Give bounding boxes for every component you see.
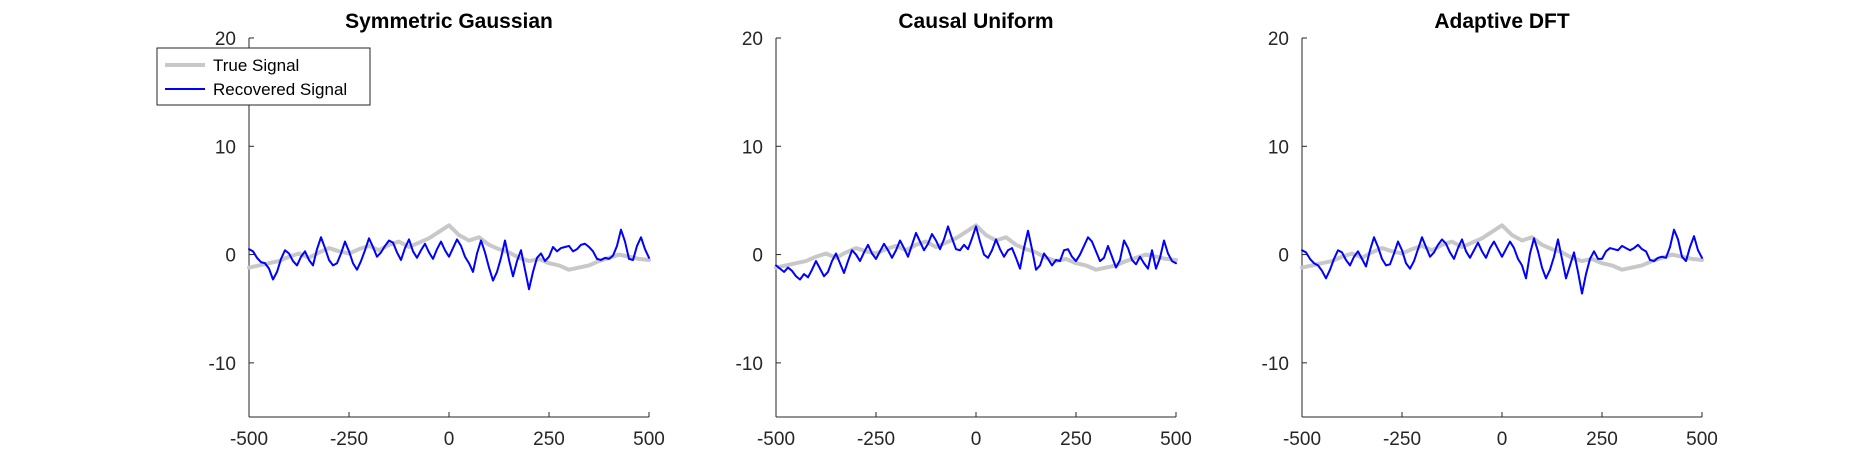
legend-label: Recovered Signal: [213, 80, 347, 99]
y-tick-label: 10: [1268, 137, 1289, 158]
chart-title: Symmetric Gaussian: [345, 10, 553, 33]
legend-label: True Signal: [213, 56, 299, 75]
x-tick-label: 0: [1497, 429, 1508, 450]
chart-title: Adaptive DFT: [1434, 10, 1570, 33]
legend-box: [156, 47, 371, 106]
x-tick-label: 250: [533, 429, 565, 450]
x-tick-label: 500: [633, 429, 665, 450]
x-tick-label: 250: [1586, 429, 1618, 450]
y-tick-label: 20: [1268, 29, 1289, 50]
y-tick-label: -10: [736, 354, 763, 375]
x-tick-label: 250: [1060, 429, 1092, 450]
y-tick-label: -10: [1262, 354, 1289, 375]
chart-panel-3: Adaptive DFT -10 0 10 20 -500 -250 0 250 500: [1262, 10, 1718, 450]
y-tick-label: 0: [752, 246, 763, 267]
x-tick-label: -250: [857, 429, 895, 450]
y-tick-label: 20: [215, 29, 236, 50]
legend: True Signal Recovered Signal: [156, 47, 371, 106]
x-tick-label: 500: [1686, 429, 1718, 450]
true-signal-line: [1300, 223, 1704, 272]
y-tick-label: -10: [209, 354, 236, 375]
x-tick-label: -500: [1283, 429, 1321, 450]
x-tick-label: -500: [757, 429, 795, 450]
y-tick-label: 0: [225, 246, 236, 267]
y-tick-label: 10: [215, 137, 236, 158]
recovered-signal-line: [1301, 228, 1703, 295]
y-tick-label: 0: [1278, 246, 1289, 267]
x-tick-label: -250: [330, 429, 368, 450]
x-tick-label: 500: [1160, 429, 1192, 450]
recovered-signal-line: [248, 228, 650, 291]
true-signal-line: [774, 223, 1178, 272]
y-tick-label: 20: [742, 29, 763, 50]
x-tick-label: 0: [971, 429, 982, 450]
chart-title: Causal Uniform: [898, 10, 1053, 33]
x-tick-label: 0: [444, 429, 455, 450]
y-tick-label: 10: [742, 137, 763, 158]
chart-panel-1: Symmetric Gaussian -10 0 10 20 -500 -250 0 250 50…: [156, 10, 665, 450]
recovered-signal-line: [775, 225, 1177, 281]
x-tick-label: -500: [230, 429, 268, 450]
chart-panel-2: Causal Uniform -10 0 10 20 -500 -250 0 250 500: [736, 10, 1192, 450]
x-tick-label: -250: [1383, 429, 1421, 450]
